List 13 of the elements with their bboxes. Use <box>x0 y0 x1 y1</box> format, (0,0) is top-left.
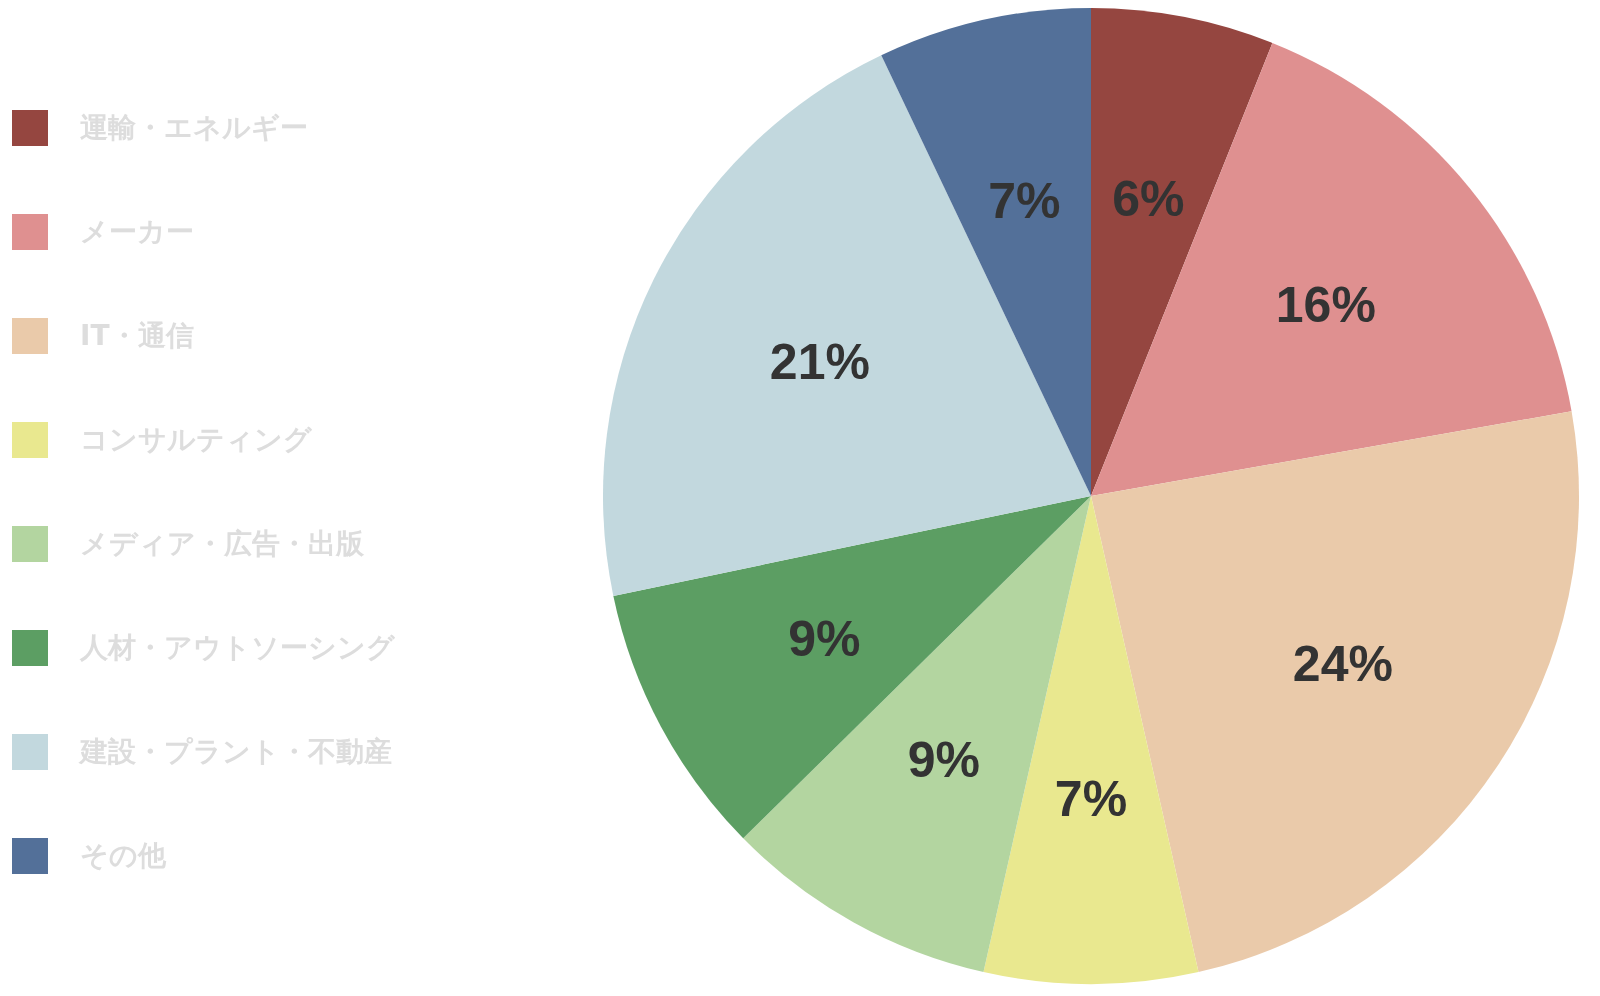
pie-slice <box>983 496 1199 984</box>
data-label: 21% <box>769 333 870 390</box>
data-label: 9% <box>788 610 861 667</box>
pie-slice <box>1091 8 1273 496</box>
data-label: 7% <box>988 172 1061 229</box>
data-label: 6% <box>1112 170 1185 227</box>
data-label: 16% <box>1275 277 1376 334</box>
pie-slice <box>1091 42 1572 496</box>
pie-slice <box>603 55 1091 596</box>
data-label: 9% <box>907 732 981 789</box>
pie-slice <box>881 8 1091 496</box>
data-label: 24% <box>1292 635 1393 692</box>
data-label: 7% <box>1054 770 1128 827</box>
